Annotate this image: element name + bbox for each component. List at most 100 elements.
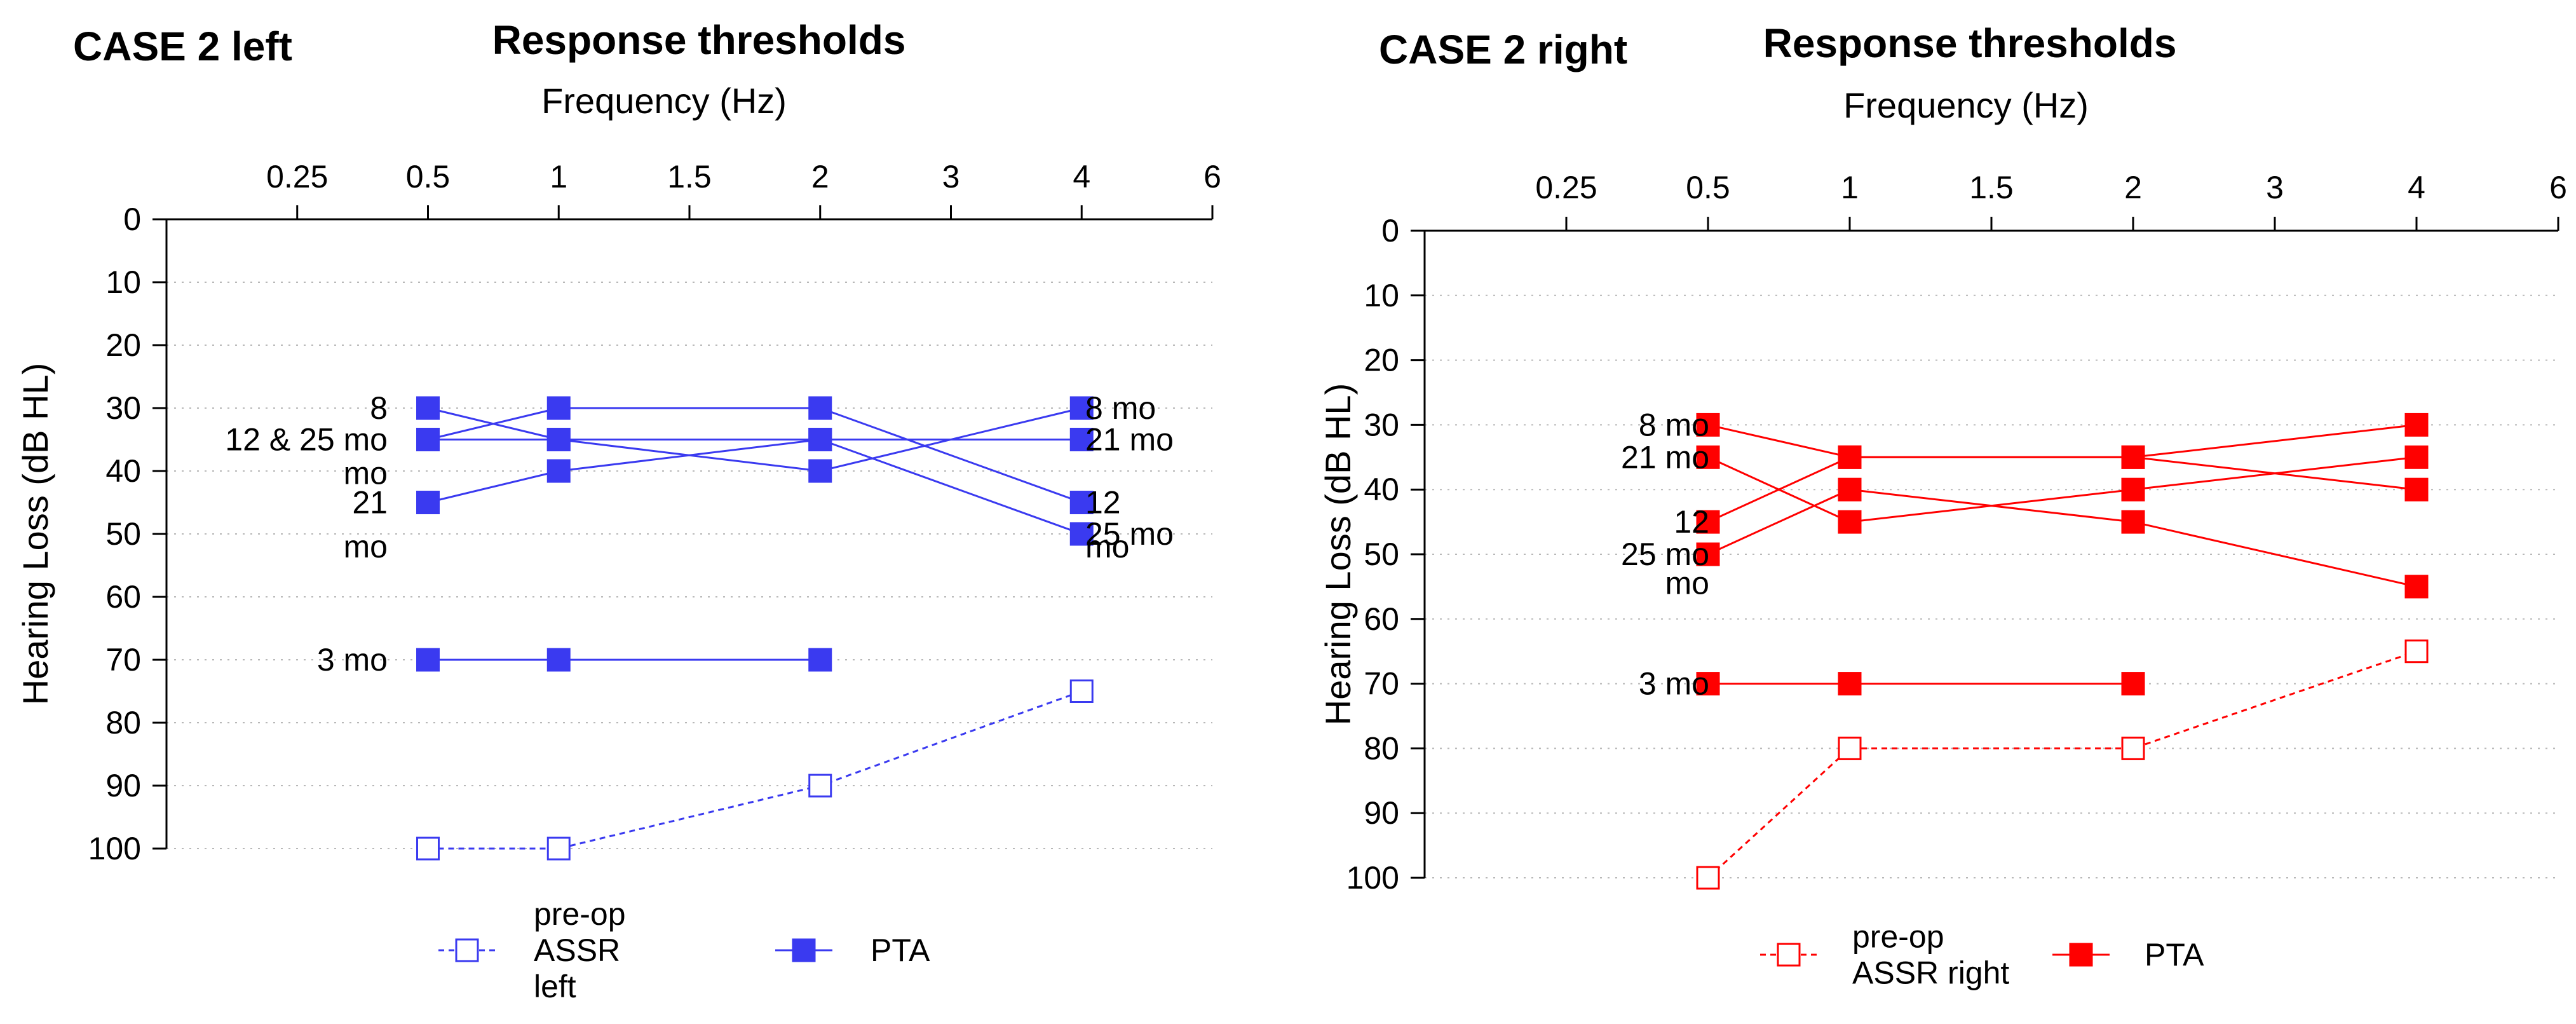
data-point-marker <box>1069 396 1094 420</box>
x-tick-label: 0.5 <box>406 159 451 195</box>
data-point-marker <box>1069 428 1094 451</box>
annotation-label: 12 <box>1674 504 1709 540</box>
series-line-pre-op-assr-left <box>428 690 1082 850</box>
data-point-marker <box>2121 477 2145 502</box>
legend-label: ASSR right <box>1852 955 2009 991</box>
data-point-marker <box>2121 672 2145 696</box>
y-tick-label: 50 <box>1364 536 1399 572</box>
data-point-marker <box>1069 522 1094 546</box>
data-point-marker <box>416 491 440 514</box>
data-point-marker <box>1696 413 1720 437</box>
x-tick-label: 0.25 <box>1535 170 1597 205</box>
y-tick-label: 90 <box>1364 795 1399 831</box>
chart-title: Response thresholds <box>1763 20 2177 66</box>
y-axis-label: Hearing Loss (dB HL) <box>15 363 55 705</box>
case-title: CASE 2 right <box>1379 27 1627 72</box>
annotation-label: 12 & 25 mo <box>225 422 388 458</box>
data-point-marker <box>1696 866 1720 890</box>
data-point-marker <box>416 648 440 672</box>
chart-left-ear: CASE 2 left Response thresholds Frequency … <box>15 17 1221 1004</box>
y-tick-label: 30 <box>105 390 141 426</box>
annotation-label: mo <box>344 455 388 491</box>
x-tick-label: 2 <box>811 159 829 195</box>
data-point-marker <box>1838 510 1862 534</box>
annotation-label: 12 <box>1085 485 1121 521</box>
case-title: CASE 2 left <box>73 24 292 69</box>
data-point-marker <box>1069 491 1094 514</box>
annotation-label: 3 mo <box>1639 666 1709 702</box>
legend-label: left <box>534 969 576 1004</box>
annotation-label: mo <box>1085 529 1129 564</box>
x-tick-label: 1.5 <box>667 159 712 195</box>
data-point-marker <box>416 428 440 451</box>
data-point-marker <box>2404 575 2429 599</box>
x-tick-label: 3 <box>2266 170 2284 205</box>
series-line-pta-12-mo <box>428 407 1082 503</box>
x-tick-label: 0.5 <box>1686 170 1730 205</box>
data-point-marker <box>1696 510 1720 534</box>
data-point-marker <box>808 648 832 672</box>
data-point-marker <box>546 396 571 420</box>
data-point-marker <box>1696 445 1720 469</box>
annotation-label: 3 mo <box>317 642 388 678</box>
x-tick-label: 3 <box>942 159 960 195</box>
data-point-marker <box>546 648 571 672</box>
y-tick-label: 80 <box>105 705 141 741</box>
data-point-marker <box>808 428 832 451</box>
y-tick-label: 40 <box>1364 472 1399 507</box>
data-point-marker <box>546 836 571 861</box>
data-point-marker <box>2404 445 2429 469</box>
legend-marker <box>2069 943 2093 967</box>
data-point-marker <box>2404 639 2429 664</box>
legend-label: PTA <box>2145 937 2204 973</box>
legend-label: ASSR <box>534 932 620 968</box>
legend-marker <box>455 938 479 962</box>
y-tick-label: 80 <box>1364 730 1399 766</box>
y-tick-label: 70 <box>1364 666 1399 702</box>
data-point-marker <box>1838 477 1862 502</box>
data-point-marker <box>1696 672 1720 696</box>
annotation-label: 21 <box>352 485 388 521</box>
y-tick-label: 60 <box>105 579 141 615</box>
data-point-marker <box>2121 510 2145 534</box>
annotation-label: 21 mo <box>1621 439 1709 475</box>
data-point-marker <box>546 428 571 451</box>
data-point-marker <box>808 459 832 483</box>
data-point-marker <box>1838 672 1862 696</box>
y-tick-label: 0 <box>123 201 141 237</box>
x-tick-label: 0.25 <box>266 159 328 195</box>
x-tick-label: 1 <box>550 159 567 195</box>
data-point-marker <box>1838 445 1862 469</box>
data-point-marker <box>2121 736 2145 760</box>
y-tick-label: 60 <box>1364 601 1399 637</box>
x-tick-label: 1.5 <box>1969 170 2014 205</box>
annotation-label: 8 mo <box>1085 390 1156 426</box>
data-point-marker <box>808 774 832 798</box>
legend-marker <box>1777 943 1801 967</box>
x-tick-label: 4 <box>2408 170 2425 205</box>
annotation-label: mo <box>1665 565 1709 601</box>
annotation-label: mo <box>344 529 388 564</box>
data-point-marker <box>546 459 571 483</box>
data-point-marker <box>1069 679 1094 703</box>
annotation-label: 25 mo <box>1085 516 1174 552</box>
y-tick-label: 0 <box>1381 213 1399 249</box>
annotation-label: 25 mo <box>1621 536 1709 572</box>
y-tick-label: 100 <box>88 831 141 866</box>
series-line-pta-25-mo <box>1707 488 2417 588</box>
data-point-marker <box>416 836 440 861</box>
annotation-label: 21 mo <box>1085 422 1174 458</box>
legend-label: pre-op <box>534 896 626 932</box>
x-axis-label: Frequency (Hz) <box>541 81 787 121</box>
series-line-pta-21-mo <box>428 439 1082 503</box>
x-axis-label: Frequency (Hz) <box>1843 85 2089 125</box>
y-tick-label: 30 <box>1364 407 1399 442</box>
data-point-marker <box>416 396 440 420</box>
legend-label: PTA <box>871 932 930 968</box>
x-tick-label: 1 <box>1841 170 1859 205</box>
data-point-marker <box>1696 542 1720 566</box>
x-tick-label: 2 <box>2124 170 2142 205</box>
annotation-label: 8 <box>370 390 388 426</box>
series-line-pre-op-assr-right <box>1707 650 2417 879</box>
